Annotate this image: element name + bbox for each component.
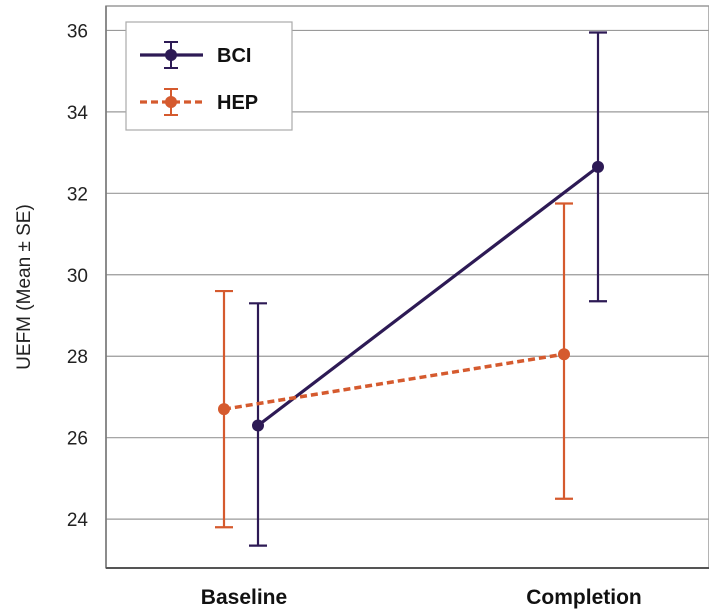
y-tick-label-36: 36 <box>67 21 88 42</box>
x-category-baseline: Baseline <box>201 586 287 609</box>
x-category-labels: Baseline Completion <box>201 586 642 609</box>
legend-marker-bci <box>165 49 177 61</box>
y-tick-label-32: 32 <box>67 184 88 205</box>
bci-point-1 <box>592 160 604 173</box>
bci-line <box>257 165 599 427</box>
axes <box>105 5 709 569</box>
legend-label-hep: HEP <box>217 92 258 114</box>
y-tick-label-28: 28 <box>67 347 88 368</box>
legend-label-bci: BCI <box>217 45 251 67</box>
series-layer <box>215 31 607 547</box>
y-tick-label-26: 26 <box>67 429 88 450</box>
legend: BCI HEP <box>125 21 293 131</box>
y-tick-labels: 24 26 28 30 32 34 36 <box>67 21 89 531</box>
y-tick-label-34: 34 <box>67 103 89 124</box>
y-tick-label-24: 24 <box>67 510 89 531</box>
bci-point-0 <box>252 419 264 432</box>
series-bci <box>249 31 607 547</box>
y-axis-title: UEFM (Mean ± SE) <box>14 204 35 370</box>
x-category-completion: Completion <box>526 586 642 609</box>
hep-line <box>223 352 565 411</box>
series-hep <box>215 202 573 529</box>
legend-item-bci: BCI <box>140 41 251 69</box>
legend-box <box>125 21 293 131</box>
y-tick-label-30: 30 <box>67 266 88 287</box>
hep-point-1 <box>558 348 570 361</box>
hep-point-0 <box>218 403 230 416</box>
legend-item-hep: HEP <box>140 88 258 116</box>
legend-marker-hep <box>165 96 177 108</box>
